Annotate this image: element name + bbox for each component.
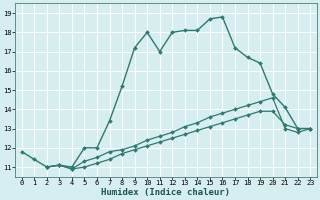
X-axis label: Humidex (Indice chaleur): Humidex (Indice chaleur) bbox=[101, 188, 230, 197]
